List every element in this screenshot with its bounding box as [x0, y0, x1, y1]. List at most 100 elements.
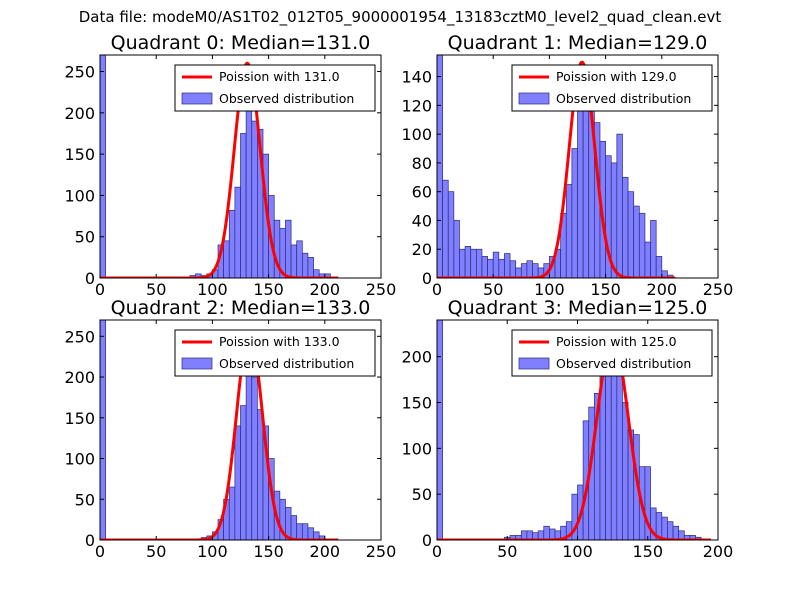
- histogram-bar: [571, 148, 578, 278]
- subplot-title: Quadrant 2: Median=133.0: [111, 297, 371, 319]
- x-tick-label: 250: [366, 542, 397, 561]
- histogram-bar: [492, 251, 500, 278]
- figure-suptitle: Data file: modeM0/AS1T02_012T05_90000019…: [78, 8, 722, 26]
- axes-frame: [99, 319, 382, 541]
- y-tick-label: 250: [64, 63, 95, 82]
- histogram-bar: [437, 55, 443, 278]
- y-tick-label: 120: [401, 96, 432, 115]
- histogram-bar: [234, 425, 241, 540]
- y-tick-label: 20: [412, 240, 432, 259]
- histogram-bar: [251, 120, 258, 278]
- x-tick-label: 0: [95, 542, 105, 561]
- legend-line-label: Poission with 125.0: [556, 334, 677, 349]
- legend-bar-label: Observed distribution: [556, 91, 691, 106]
- x-tick-label: 200: [310, 542, 341, 561]
- histogram-bar: [616, 356, 623, 540]
- subplot-title: Quadrant 0: Median=131.0: [111, 32, 371, 54]
- histogram-bar: [661, 516, 668, 540]
- x-tick-label: 0: [432, 280, 442, 299]
- y-tick-label: 80: [412, 154, 432, 173]
- histogram-bar: [464, 245, 472, 278]
- legend-line-label: Poission with 129.0: [556, 69, 677, 84]
- histogram-bar: [307, 527, 314, 540]
- legend-bar-swatch: [518, 92, 550, 105]
- y-tick-label: 250: [64, 327, 95, 346]
- y-tick-label: 50: [412, 485, 432, 504]
- y-tick-label: 150: [401, 394, 432, 413]
- histogram-bar: [475, 248, 483, 278]
- histogram-bar: [622, 176, 629, 278]
- x-tick-label: 200: [310, 280, 341, 299]
- histogram-bar: [627, 191, 635, 278]
- histogram-bar: [240, 133, 247, 278]
- axes-frame: [436, 54, 719, 279]
- histogram-bar: [245, 91, 253, 278]
- histogram-bar: [616, 133, 623, 278]
- legend-bar-label: Observed distribution: [219, 356, 354, 371]
- y-tick-label: 0: [85, 531, 95, 550]
- y-tick-label: 40: [412, 211, 432, 230]
- histogram-bar: [470, 248, 477, 278]
- legend-bar-swatch: [518, 357, 550, 370]
- plot-area: [437, 55, 676, 278]
- y-tick-label: 100: [64, 186, 95, 205]
- subplot-title: Quadrant 1: Median=129.0: [448, 32, 708, 54]
- legend-line-label: Poission with 133.0: [219, 334, 340, 349]
- y-tick-label: 50: [75, 490, 95, 509]
- histogram-bar: [285, 219, 292, 278]
- x-tick-label: 100: [197, 280, 228, 299]
- histogram-bar: [655, 256, 663, 278]
- histogram-bar: [509, 260, 517, 278]
- histogram-bar: [565, 184, 573, 278]
- legend: Poission with 125.0 Observed distribution: [511, 329, 713, 377]
- histogram-bar: [447, 191, 455, 278]
- x-tick-label: 100: [197, 542, 228, 561]
- legend: Poission with 129.0 Observed distribution: [511, 64, 713, 112]
- y-tick-label: 200: [401, 348, 432, 367]
- legend: Poission with 133.0 Observed distribution: [174, 329, 376, 377]
- histogram-bar: [498, 258, 505, 278]
- histogram-bar: [638, 212, 646, 278]
- histogram-bar: [290, 515, 298, 540]
- legend-box: [511, 64, 713, 112]
- legend-bar-swatch: [181, 357, 213, 370]
- subplot-1: 0 50 100 150 200 250 0 20 40 60 80 100 120 140 Quadran…: [401, 32, 733, 299]
- histogram-bar: [228, 209, 236, 278]
- y-tick-label: 0: [422, 269, 432, 288]
- y-tick-label: 100: [64, 450, 95, 469]
- y-tick-label: 0: [85, 269, 95, 288]
- y-tick-label: 100: [401, 125, 432, 144]
- histogram-bar: [504, 253, 511, 278]
- legend-bar-label: Observed distribution: [556, 356, 691, 371]
- y-tick-label: 140: [401, 68, 432, 87]
- histogram-bar: [520, 263, 528, 278]
- histogram-bar: [301, 523, 309, 540]
- x-tick-label: 200: [703, 542, 734, 561]
- histogram-bar: [251, 376, 258, 540]
- legend: Poission with 131.0 Observed distribution: [174, 64, 376, 112]
- histogram-bar: [459, 248, 466, 278]
- subplot-0: 0 50 100 150 200 250 0 50 100 150 200 250 Quadrant 0…: [64, 32, 396, 299]
- histogram-bar: [622, 402, 629, 540]
- poisson-line: [437, 336, 711, 540]
- histogram-bar: [442, 179, 449, 278]
- histogram-bar: [633, 205, 640, 278]
- x-tick-label: 150: [632, 542, 663, 561]
- histogram-bar: [228, 486, 236, 540]
- legend-line-label: Poission with 131.0: [219, 69, 340, 84]
- histogram-bar: [650, 220, 657, 278]
- y-tick-label: 150: [64, 145, 95, 164]
- histogram-bar: [290, 244, 298, 278]
- plot-area: [437, 320, 711, 540]
- subplot-title: Quadrant 3: Median=125.0: [448, 297, 708, 319]
- histogram-bar: [453, 220, 460, 278]
- histogram-bar: [296, 523, 303, 540]
- x-tick-label: 250: [703, 280, 734, 299]
- histogram-bar: [223, 240, 230, 278]
- y-tick-label: 200: [64, 368, 95, 387]
- histogram-bar: [543, 525, 550, 540]
- plot-area: [100, 320, 339, 540]
- x-tick-label: 100: [534, 280, 565, 299]
- x-tick-label: 50: [483, 280, 503, 299]
